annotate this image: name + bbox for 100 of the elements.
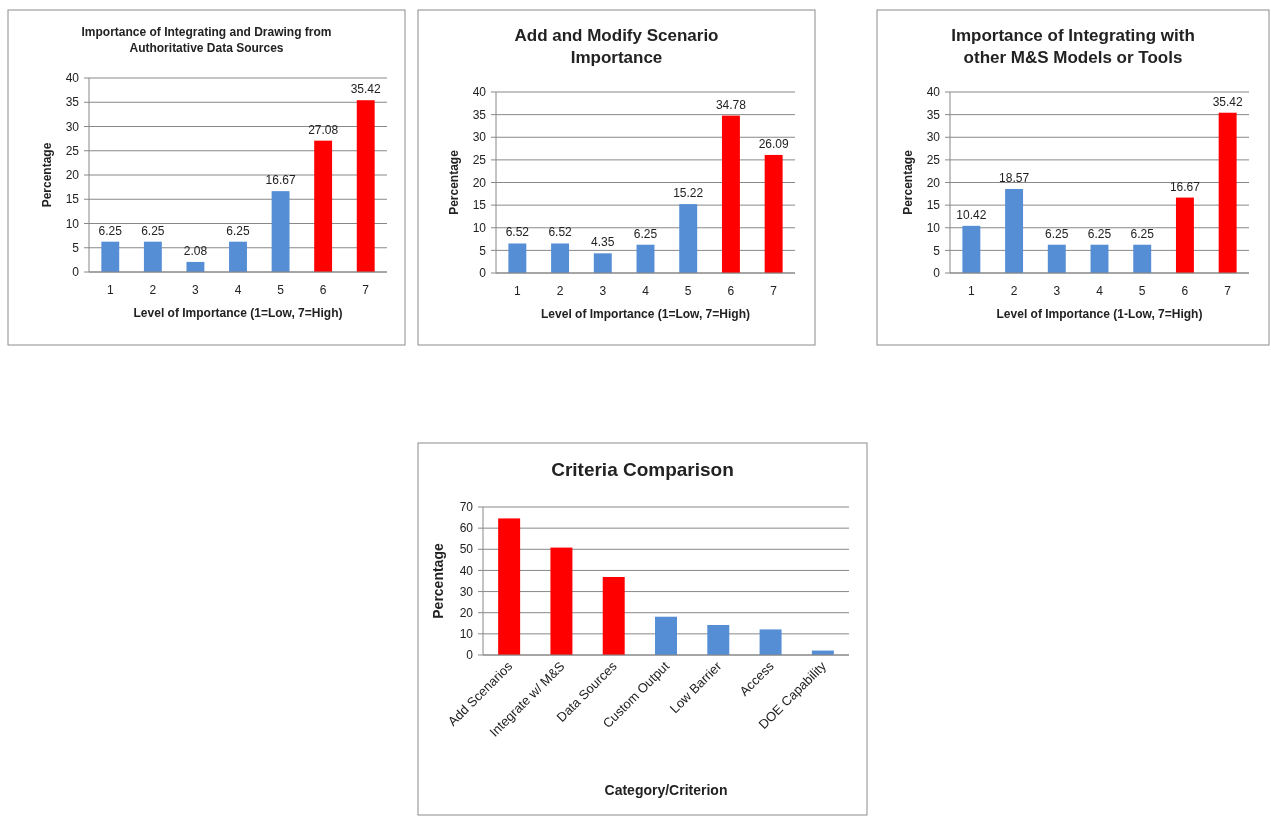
x-tick-label: 2 [1010, 284, 1018, 298]
bar [143, 241, 162, 272]
x-tick-label: 2 [149, 283, 157, 297]
y-tick-label: 0 [72, 265, 80, 280]
bar [759, 629, 782, 655]
x-tick-label: 7 [362, 283, 370, 297]
y-tick-label: 30 [459, 584, 474, 599]
bar [508, 243, 527, 273]
data-label: 18.57 [999, 170, 1030, 185]
x-tick-label: 7 [1224, 284, 1232, 298]
y-tick-label: 15 [472, 198, 487, 213]
data-label: 6.25 [1087, 226, 1112, 241]
y-tick-label: 30 [926, 130, 941, 145]
x-tick-label: 3 [1053, 284, 1061, 298]
y-tick-label: 30 [65, 119, 80, 134]
x-tick-label: 1 [514, 284, 522, 298]
data-label: 35.42 [350, 82, 382, 97]
y-tick-label: 20 [926, 175, 941, 190]
y-tick-label: 10 [472, 220, 487, 235]
y-tick-label: 35 [472, 107, 487, 122]
y-tick-label: 15 [65, 192, 80, 207]
data-label: 6.25 [1130, 226, 1155, 241]
bar [356, 100, 375, 272]
x-tick-label: 1 [106, 283, 114, 297]
y-tick-label: 40 [472, 85, 487, 100]
y-tick-label: 35 [65, 95, 80, 110]
y-tick-label: 25 [472, 153, 487, 168]
y-tick-label: 5 [933, 243, 941, 258]
bar [271, 191, 290, 272]
x-tick-label: 4 [642, 284, 650, 298]
y-tick-label: 20 [65, 168, 80, 183]
y-tick-label: 10 [926, 220, 941, 235]
data-label: 2.08 [183, 243, 208, 258]
y-tick-label: 5 [72, 240, 80, 255]
y-axis-title: Percentage [901, 149, 915, 215]
bar [551, 243, 570, 273]
bar [1218, 112, 1237, 273]
y-tick-label: 70 [459, 500, 474, 515]
bar [962, 225, 981, 273]
x-tick-label: 6 [319, 283, 327, 297]
data-label: 26.09 [758, 136, 789, 151]
y-tick-label: 60 [459, 521, 474, 536]
data-label: 6.52 [505, 225, 530, 240]
x-tick-label: 3 [599, 284, 607, 298]
x-tick-label: 5 [277, 283, 285, 297]
y-tick-label: 5 [479, 243, 487, 258]
x-axis-title: Category/Criterion [604, 782, 728, 798]
data-label: 6.25 [141, 223, 165, 238]
bar [1005, 188, 1024, 273]
bar [593, 253, 612, 273]
x-tick-label: 4 [1096, 284, 1104, 298]
bar [498, 518, 521, 655]
y-axis-title: Percentage [447, 149, 461, 215]
data-label: 6.25 [1045, 226, 1069, 241]
bar [1047, 244, 1066, 273]
y-tick-label: 0 [479, 266, 487, 281]
y-axis-title: Percentage [430, 543, 446, 619]
y-tick-label: 0 [933, 266, 941, 281]
data-label: 35.42 [1212, 94, 1243, 109]
bar [655, 616, 677, 655]
x-tick-label: 6 [727, 284, 735, 298]
bar [101, 241, 120, 272]
x-tick-label: 5 [684, 284, 692, 298]
bar [550, 547, 573, 655]
y-tick-label: 10 [65, 216, 80, 231]
bar [1133, 244, 1152, 273]
x-tick-label: 3 [192, 283, 200, 297]
data-label: 27.08 [308, 122, 339, 137]
y-tick-label: 25 [926, 153, 941, 168]
x-tick-label: 7 [770, 284, 778, 298]
x-axis-title: Level of Importance (1-Low, 7=High) [996, 307, 1203, 321]
y-tick-label: 10 [459, 627, 474, 642]
bar [314, 140, 333, 272]
bar [707, 624, 730, 655]
y-tick-label: 50 [459, 542, 474, 557]
x-tick-label: 2 [556, 284, 564, 298]
x-axis-title: Level of Importance (1=Low, 7=High) [133, 306, 343, 320]
x-tick-label: 4 [234, 283, 242, 297]
chart-title: Add and Modify Scenario Importance [514, 26, 719, 68]
bar [602, 576, 625, 655]
chart-title: Importance of Integrating and Drawing from Authoritative Data Sources [81, 25, 332, 55]
data-label: 6.25 [633, 226, 658, 241]
chart-title: Importance of Integrating with other M&S Models or Tools [951, 26, 1195, 68]
data-label: 6.25 [98, 223, 123, 238]
bar [1090, 244, 1109, 273]
data-label: 15.22 [673, 186, 704, 201]
y-tick-label: 20 [472, 175, 487, 190]
bar [636, 244, 655, 273]
y-tick-label: 30 [472, 130, 487, 145]
y-tick-label: 40 [65, 71, 80, 86]
y-tick-label: 0 [466, 648, 474, 663]
x-axis-title: Level of Importance (1=Low, 7=High) [541, 307, 750, 321]
bar [721, 115, 740, 273]
bar [229, 241, 247, 272]
y-tick-label: 35 [926, 107, 941, 122]
bar [764, 154, 783, 273]
x-tick-label: 1 [968, 284, 976, 298]
y-tick-label: 40 [459, 563, 474, 578]
y-tick-label: 20 [459, 605, 474, 620]
data-label: 4.35 [591, 235, 615, 250]
